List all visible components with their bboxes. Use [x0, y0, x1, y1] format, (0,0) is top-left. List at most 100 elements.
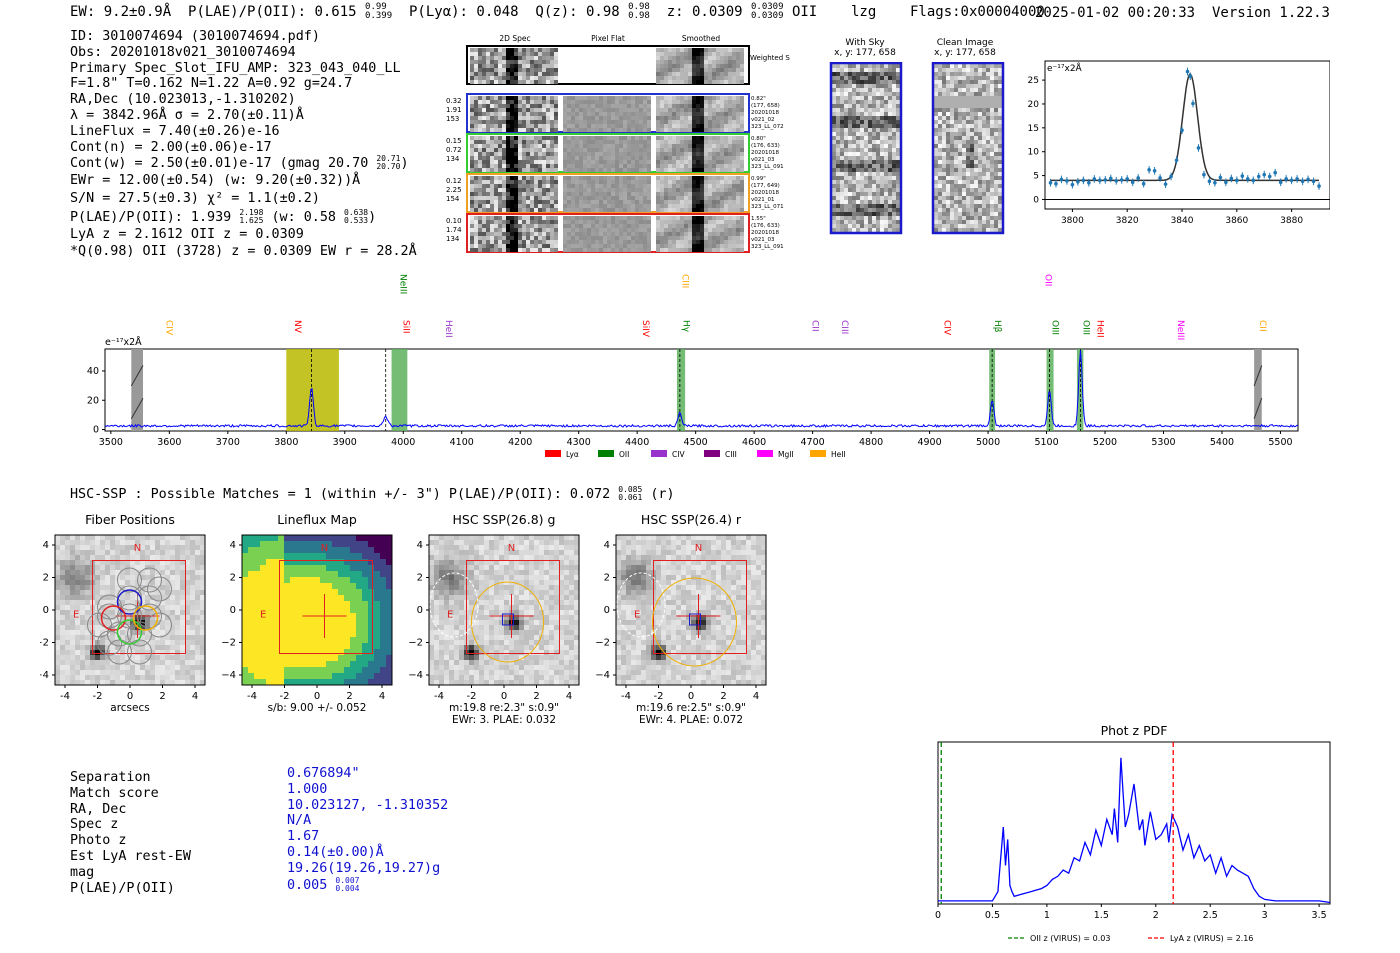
cutout-pixel	[522, 148, 526, 152]
hsc-pixel	[125, 555, 130, 560]
cutout-pixel	[482, 48, 486, 52]
cutout-pixel	[482, 192, 486, 196]
cutout-pixel	[571, 248, 575, 252]
cutout-pixel	[514, 100, 518, 104]
sky-pixel	[880, 124, 884, 128]
cutout-pixel	[583, 228, 587, 232]
cutout-pixel	[728, 176, 732, 180]
cutout-pixel	[696, 140, 700, 144]
cutout-pixel	[684, 216, 688, 220]
hsc-pixel	[85, 540, 90, 545]
cutout-pixel	[720, 48, 724, 52]
cutout-pixel	[583, 220, 587, 224]
sky-pixel	[868, 168, 872, 172]
cutout-pixel	[486, 192, 490, 196]
sky-pixel	[938, 80, 942, 84]
cutout-pixel	[692, 176, 696, 180]
sky-pixel	[994, 152, 998, 156]
cutout-pixel	[664, 76, 668, 80]
cutout-pixel	[720, 60, 724, 64]
cutout-pixel	[502, 64, 506, 68]
emission-line-label: CIV	[941, 320, 951, 336]
cutout-pixel	[591, 248, 595, 252]
cutout-pixel	[615, 180, 619, 184]
hsc-pixel	[180, 580, 185, 585]
cutout-pixel	[486, 72, 490, 76]
sky-pixel	[860, 200, 864, 204]
cutout-pixel	[692, 164, 696, 168]
cutout-pixel	[672, 140, 676, 144]
sky-pixel	[844, 116, 848, 120]
cutout-pixel	[720, 124, 724, 128]
sky-pixel	[934, 124, 938, 128]
cutout-pixel	[700, 244, 704, 248]
cutout-pixel	[615, 216, 619, 220]
hsc-pixel	[195, 540, 200, 545]
cutout-pixel	[583, 120, 587, 124]
cutout-pixel	[522, 100, 526, 104]
cutout-pixel	[490, 184, 494, 188]
cutout-pixel	[506, 240, 510, 244]
cutout-pixel	[575, 228, 579, 232]
sky-pixel	[962, 164, 966, 168]
cutout-pixel	[704, 192, 708, 196]
sky-pixel	[974, 88, 978, 92]
cutout-pixel	[643, 140, 647, 144]
sky-pixel	[966, 204, 970, 208]
cutout-pixel	[732, 240, 736, 244]
cutout-pixel	[688, 176, 692, 180]
cutout-pixel	[587, 156, 591, 160]
cutout-pixel	[635, 220, 639, 224]
cutout-pixel	[595, 168, 599, 172]
hsc-pixel	[115, 550, 120, 555]
cutout-pixel	[704, 112, 708, 116]
sky-pixel	[832, 140, 836, 144]
cutout-pixel	[611, 200, 615, 204]
cutout-pixel	[724, 160, 728, 164]
cutout-image	[470, 48, 558, 84]
hsc-pixel	[140, 555, 145, 560]
cutout-pixel	[660, 112, 664, 116]
cutout-pixel	[611, 108, 615, 112]
cutout-pixel	[486, 144, 490, 148]
sky-pixel	[970, 168, 974, 172]
cutout-pixel	[607, 144, 611, 148]
sky-pixel	[872, 68, 876, 72]
cutout-pixel	[526, 136, 530, 140]
cutout-pixel	[482, 204, 486, 208]
cutout-pixel	[668, 152, 672, 156]
hsc-pixel	[70, 565, 75, 570]
sky-pixel	[966, 216, 970, 220]
hsc-pixel	[85, 565, 90, 570]
sky-pixel	[994, 96, 998, 100]
spec-ytick-label: 40	[87, 366, 99, 377]
cutout-pixel	[595, 112, 599, 116]
cutout-pixel	[607, 136, 611, 140]
hsc-pixel	[140, 595, 145, 600]
cutout-pixel	[672, 224, 676, 228]
cutout-pixel	[542, 56, 546, 60]
sky-pixel	[836, 176, 840, 180]
sky-pixel	[888, 64, 892, 68]
cutout-pixel	[684, 60, 688, 64]
cutout-pixel	[526, 116, 530, 120]
fiber-right-meta: (177, 649)	[751, 183, 780, 189]
sky-pixel	[876, 156, 880, 160]
sky-pixel	[974, 128, 978, 132]
cutout-pixel	[583, 104, 587, 108]
sky-pixel	[880, 68, 884, 72]
cutout-pixel	[688, 120, 692, 124]
hsc-pixel	[170, 550, 175, 555]
sky-pixel	[934, 188, 938, 192]
cutout-pixel	[550, 200, 554, 204]
cutout-pixel	[692, 224, 696, 228]
sky-pixel	[978, 152, 982, 156]
sky-pixel	[888, 180, 892, 184]
cutout-pixel	[478, 196, 482, 200]
cutout-pixel	[680, 144, 684, 148]
sky-pixel	[974, 208, 978, 212]
sky-pixel	[848, 84, 852, 88]
cutout-pixel	[530, 240, 534, 244]
sky-pixel	[954, 124, 958, 128]
sky-pixel	[946, 200, 950, 204]
